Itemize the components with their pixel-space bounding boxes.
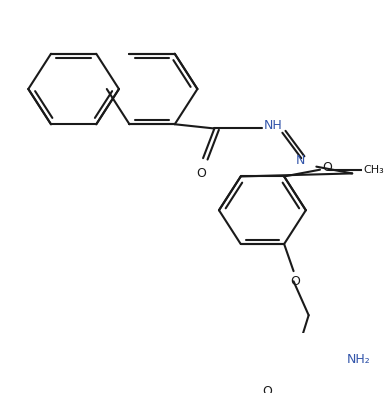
Text: O: O bbox=[196, 167, 206, 180]
Text: O: O bbox=[322, 162, 332, 174]
Text: NH: NH bbox=[263, 119, 282, 132]
Text: O: O bbox=[291, 275, 300, 288]
Text: N: N bbox=[296, 154, 305, 167]
Text: NH₂: NH₂ bbox=[346, 353, 370, 366]
Text: O: O bbox=[262, 385, 272, 393]
Text: CH₃: CH₃ bbox=[363, 165, 384, 174]
